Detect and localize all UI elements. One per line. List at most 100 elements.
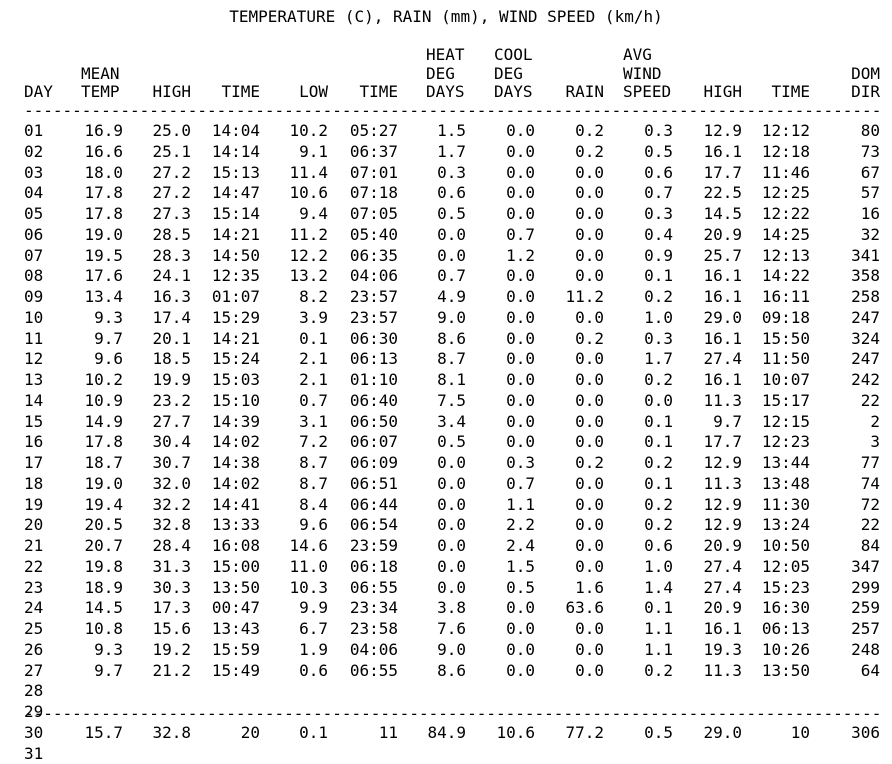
cell-day: 24 [24,598,43,617]
cell-cool: 1.1 [506,495,535,514]
cell-mean-temp: 10.9 [84,391,123,410]
header-heat-line3: DAYS [426,82,465,101]
totals-divider: ----------------------------------------… [24,704,880,716]
cell-avg-wind: 0.3 [644,329,673,348]
cell-low: 6.7 [299,619,328,638]
cell-dom-dir: 341 [851,246,880,265]
cell-rain: 0.2 [575,453,604,472]
cell-cool: 0.0 [506,349,535,368]
cell-high-wind: 22.5 [703,183,742,202]
cell-time2: 04:06 [350,640,398,659]
cell-time3: 14:22 [762,266,810,285]
total-high: 32.8 [152,723,191,742]
cell-day: 20 [24,515,43,534]
cell-low: 8.2 [299,287,328,306]
cell-dom-dir: 32 [861,225,880,244]
cell-time3: 12:18 [762,142,810,161]
cell-high: 25.0 [152,121,191,140]
cell-cool: 0.0 [506,163,535,182]
cell-cool: 0.0 [506,640,535,659]
total-low: 0.1 [299,723,328,742]
cell-heat: 0.0 [437,474,466,493]
cell-high: 23.2 [152,391,191,410]
cell-time2: 23:34 [350,598,398,617]
cell-rain: 0.0 [575,225,604,244]
cell-mean-temp: 16.6 [84,142,123,161]
cell-high-wind: 27.4 [703,557,742,576]
cell-high-wind: 19.3 [703,640,742,659]
cell-avg-wind: 0.2 [644,515,673,534]
cell-dom-dir: 347 [851,557,880,576]
cell-high-wind: 16.1 [703,370,742,389]
cell-rain: 0.0 [575,495,604,514]
cell-rain: 0.0 [575,246,604,265]
cell-time1: 15:29 [212,308,260,327]
cell-time1: 15:24 [212,349,260,368]
cell-high: 30.3 [152,578,191,597]
cell-mean-temp: 20.5 [84,515,123,534]
cell-high: 28.3 [152,246,191,265]
cell-rain: 0.0 [575,557,604,576]
cell-cool: 0.0 [506,619,535,638]
cell-high: 21.2 [152,661,191,680]
header-time2-line3: TIME [359,82,398,101]
cell-time1: 14:21 [212,225,260,244]
cell-day: 08 [24,266,43,285]
cell-high-wind: 20.9 [703,536,742,555]
cell-time3: 13:48 [762,474,810,493]
cell-low: 13.2 [289,266,328,285]
cell-high-wind: 11.3 [703,391,742,410]
cell-time2: 23:57 [350,287,398,306]
cell-time3: 15:50 [762,329,810,348]
cell-time1: 13:33 [212,515,260,534]
cell-rain: 0.0 [575,474,604,493]
cell-high: 18.5 [152,349,191,368]
cell-time2: 06:55 [350,661,398,680]
cell-avg-wind: 0.0 [644,391,673,410]
cell-cool: 0.0 [506,204,535,223]
cell-time3: 10:50 [762,536,810,555]
cell-day: 01 [24,121,43,140]
cell-day: 05 [24,204,43,223]
cell-cool: 0.0 [506,287,535,306]
total-cool: 10.6 [496,723,535,742]
cell-rain: 0.0 [575,619,604,638]
cell-mean-temp: 10.2 [84,370,123,389]
cell-heat: 1.7 [437,142,466,161]
cell-day: 21 [24,536,43,555]
cell-time3: 13:24 [762,515,810,534]
cell-time2: 06:37 [350,142,398,161]
cell-high-wind: 12.9 [703,495,742,514]
cell-time1: 15:10 [212,391,260,410]
cell-mean-temp: 19.8 [84,557,123,576]
cell-avg-wind: 0.4 [644,225,673,244]
cell-cool: 0.0 [506,661,535,680]
cell-day: 06 [24,225,43,244]
cell-high: 31.3 [152,557,191,576]
cell-time2: 06:50 [350,412,398,431]
cell-dom-dir: 73 [861,142,880,161]
cell-day: 14 [24,391,43,410]
cell-rain: 0.2 [575,329,604,348]
cell-time3: 11:46 [762,163,810,182]
cell-high: 30.7 [152,453,191,472]
cell-high-wind: 12.9 [703,453,742,472]
cell-high-wind: 27.4 [703,578,742,597]
cell-heat: 7.6 [437,619,466,638]
cell-dom-dir: 324 [851,329,880,348]
cell-day: 15 [24,412,43,431]
cell-dom-dir: 258 [851,287,880,306]
cell-dom-dir: 22 [861,515,880,534]
cell-cool: 0.0 [506,432,535,451]
cell-high-wind: 20.9 [703,598,742,617]
cell-high: 20.1 [152,329,191,348]
cell-time1: 14:14 [212,142,260,161]
cell-high-wind: 12.9 [703,515,742,534]
